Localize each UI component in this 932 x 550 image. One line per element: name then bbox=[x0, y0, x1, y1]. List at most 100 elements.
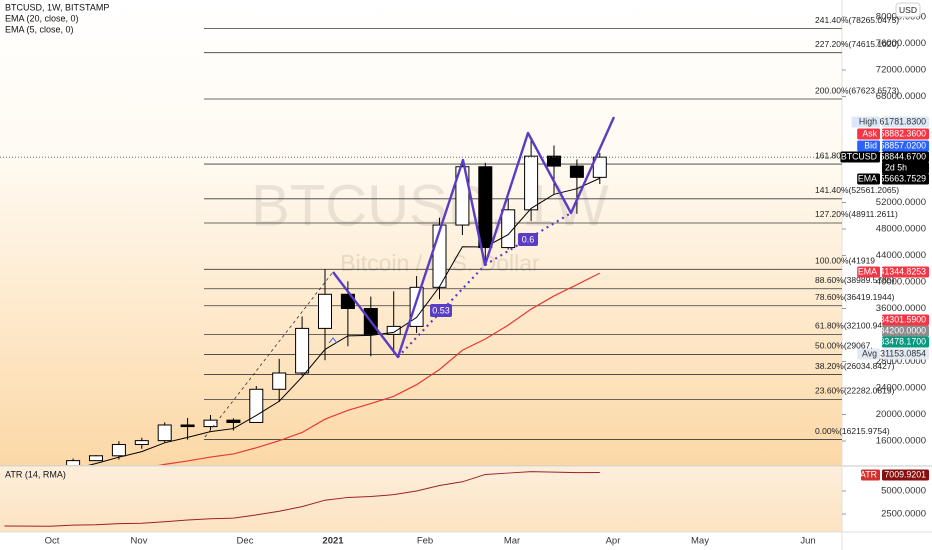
price-badge bbox=[882, 140, 929, 152]
x-tick-label: Feb bbox=[417, 536, 433, 547]
fib-label: 38.20%(26034.8427) bbox=[815, 361, 895, 371]
candle-body bbox=[272, 372, 287, 390]
fib-label: 0.00%(16215.9754) bbox=[815, 426, 890, 436]
candle-body bbox=[547, 155, 561, 167]
price-badge-value: 41344.8253 bbox=[880, 266, 927, 276]
atr-line bbox=[4, 471, 600, 527]
x-tick-label: Apr bbox=[606, 536, 621, 547]
price-badge bbox=[882, 469, 929, 481]
price-badge-name-box bbox=[857, 128, 880, 140]
y-tick-label: 20000.0000 bbox=[876, 409, 926, 420]
trend-line bbox=[204, 271, 334, 438]
price-badge-value: 58882.3600 bbox=[880, 128, 927, 138]
price-badge-value: 34301.5900 bbox=[880, 314, 927, 324]
price-badge-value: 34200.0000 bbox=[880, 325, 927, 335]
price-badge bbox=[882, 314, 929, 326]
price-badge-name-box bbox=[857, 140, 880, 152]
candle-body bbox=[134, 440, 149, 445]
currency-label[interactable]: USD bbox=[899, 5, 917, 15]
price-badge bbox=[882, 266, 929, 278]
ratio-badge bbox=[518, 233, 538, 246]
x-tick-label: Nov bbox=[131, 536, 148, 547]
main-pane bbox=[0, 0, 842, 466]
price-badge bbox=[882, 116, 929, 128]
price-badge-name-box bbox=[861, 469, 880, 481]
x-tick-label: 2021 bbox=[322, 536, 344, 547]
x-tick-label: May bbox=[691, 536, 709, 547]
y-tick-label: 40000.0000 bbox=[876, 277, 926, 288]
candle-body bbox=[524, 155, 539, 211]
fib-label: 241.40%(78265.0475) bbox=[815, 15, 899, 25]
price-badge-name: ATR bbox=[860, 469, 877, 479]
price-badge-name-box bbox=[857, 348, 880, 360]
y-tick-label: 24000.0000 bbox=[876, 383, 926, 394]
y-tick-label: 28000.0000 bbox=[876, 356, 926, 367]
price-badge-name: EMA bbox=[858, 266, 877, 276]
price-badge-name-box bbox=[840, 151, 880, 163]
price-badge-name: Ask bbox=[862, 128, 877, 138]
arrow-marker bbox=[328, 337, 338, 344]
x-tick-label: Jun bbox=[800, 536, 815, 547]
countdown-box bbox=[882, 162, 929, 174]
candle-body bbox=[226, 419, 241, 423]
price-badge-name: EMA bbox=[858, 173, 877, 183]
x-tick-label: Dec bbox=[237, 536, 254, 547]
candle-body bbox=[455, 166, 470, 226]
candle-body bbox=[66, 460, 81, 465]
price-badge-value: 58844.6700 bbox=[880, 151, 927, 161]
price-badge-value: 55663.7529 bbox=[880, 173, 927, 183]
y-tick-label: 44000.0000 bbox=[876, 250, 926, 261]
price-badge bbox=[882, 151, 929, 163]
candle-body bbox=[409, 286, 424, 327]
candle-body bbox=[203, 419, 218, 428]
price-badge-value: 61781.8300 bbox=[880, 116, 927, 126]
price-badge-value: 33478.1700 bbox=[880, 336, 927, 346]
symbol-legend: BTCUSD, 1W, BITSTAMP bbox=[5, 2, 109, 12]
fib-label: 227.20%(74615.1020) bbox=[815, 39, 899, 49]
price-badge-value: 31153.0854 bbox=[880, 348, 926, 358]
fib-label: 88.60%(38989.5785) bbox=[815, 275, 895, 285]
price-series bbox=[0, 137, 842, 465]
price-badge-name: High bbox=[859, 116, 877, 126]
price-badge bbox=[882, 128, 929, 140]
price-badge-name-box bbox=[851, 116, 880, 128]
price-badge-name-box bbox=[857, 266, 880, 278]
x-tick-label: Mar bbox=[504, 536, 520, 547]
price-badge bbox=[882, 336, 929, 348]
atr-pane bbox=[0, 467, 842, 532]
price-badge-name: Avg bbox=[862, 348, 877, 358]
price-badge-value: 58857.0200 bbox=[880, 140, 927, 150]
indicator-legend: EMA (20, close, 0) bbox=[5, 13, 79, 23]
currency-button[interactable] bbox=[895, 2, 921, 18]
candle-body bbox=[295, 327, 310, 374]
fib-label: 61.80%(32100.9491) bbox=[815, 321, 895, 331]
fib-label: 23.60%(22282.0819) bbox=[815, 386, 895, 396]
price-badge bbox=[882, 325, 929, 337]
price-badge-name-box bbox=[857, 173, 880, 185]
fib-retracement: 0.00%(16215.9754) 23.60%(22282.0819) 38.20… bbox=[204, 15, 899, 440]
fib-label: 78.60%(36419.1944) bbox=[815, 292, 895, 302]
fib-label: 141.40%(52561.2065) bbox=[815, 185, 899, 195]
y-tick-label: 5000.0000 bbox=[881, 486, 926, 497]
countdown: 2d 5h bbox=[885, 162, 907, 172]
price-badges: 61781.8300High58882.3600Ask58857.0200Bid… bbox=[840, 116, 929, 481]
y-tick-label: 72000.0000 bbox=[876, 65, 926, 76]
y-tick-label: 2500.0000 bbox=[881, 509, 926, 520]
x-tick-label: Oct bbox=[45, 536, 60, 547]
pattern-drawing: 0.53 0.6 bbox=[204, 116, 616, 438]
y-tick-label: 16000.0000 bbox=[876, 436, 926, 447]
candle-body bbox=[569, 165, 584, 178]
fib-label: 50.00%(29067. bbox=[815, 341, 873, 351]
candle-body bbox=[592, 156, 607, 178]
price-badge-value: 7009.9201 bbox=[884, 469, 926, 479]
candle-body bbox=[89, 455, 103, 462]
atr-series bbox=[4, 471, 600, 527]
price-badge bbox=[882, 348, 929, 360]
ratio-label: 0.53 bbox=[432, 305, 450, 315]
fib-label: 127.20%(48911.2611) bbox=[815, 209, 898, 219]
candle-body bbox=[501, 209, 516, 249]
ratio-badge bbox=[430, 304, 452, 317]
price-badge-name: BTCUSD bbox=[841, 151, 877, 161]
y-tick-label: 68000.0000 bbox=[876, 91, 926, 102]
watermark: BTCUSD, 1W bbox=[251, 173, 609, 238]
